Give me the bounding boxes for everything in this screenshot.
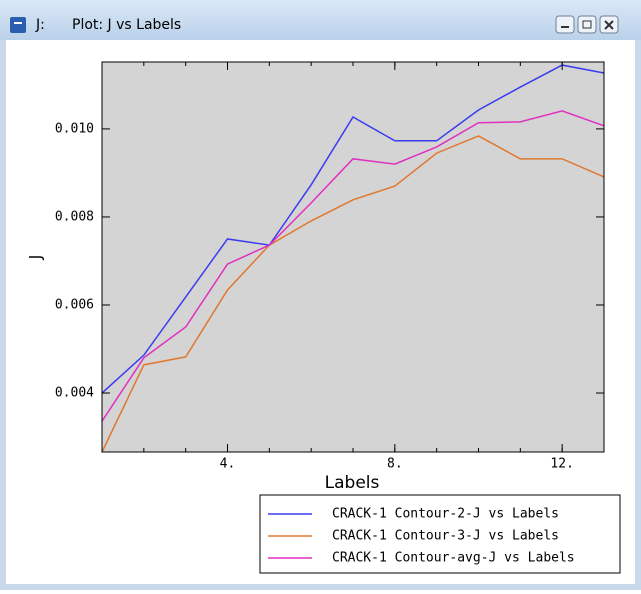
plot-border [101,61,605,453]
y-tick-label: 0.006 [55,297,94,312]
y-tick-label: 0.008 [55,209,94,224]
x-tick-label: 12. [550,457,573,472]
x-tick-label: 4. [220,457,236,472]
window-prefix: J: [35,17,45,33]
y-axis-label: J [26,255,45,261]
legend [259,494,621,574]
series-line [101,64,605,394]
legend-label: CRACK-1 Contour-2-J vs Labels [332,507,559,522]
series-line [101,135,605,453]
x-tick-label: 8. [387,457,403,472]
minimize-button[interactable] [555,15,575,34]
window-buttons [555,15,619,34]
y-tick-label: 0.010 [55,121,94,136]
window-title: Plot: J vs Labels [72,17,181,33]
series-line [101,110,605,422]
x-axis-label: Labels [325,473,380,493]
y-tick-label: 0.004 [55,386,94,401]
maximize-button[interactable] [577,15,597,34]
title-bar [0,0,641,40]
window-icon-mark [14,22,22,24]
window-icon[interactable] [10,17,26,33]
legend-label: CRACK-1 Contour-3-J vs Labels [332,529,559,544]
plot-area [102,62,604,452]
legend-label: CRACK-1 Contour-avg-J vs Labels [332,551,575,566]
